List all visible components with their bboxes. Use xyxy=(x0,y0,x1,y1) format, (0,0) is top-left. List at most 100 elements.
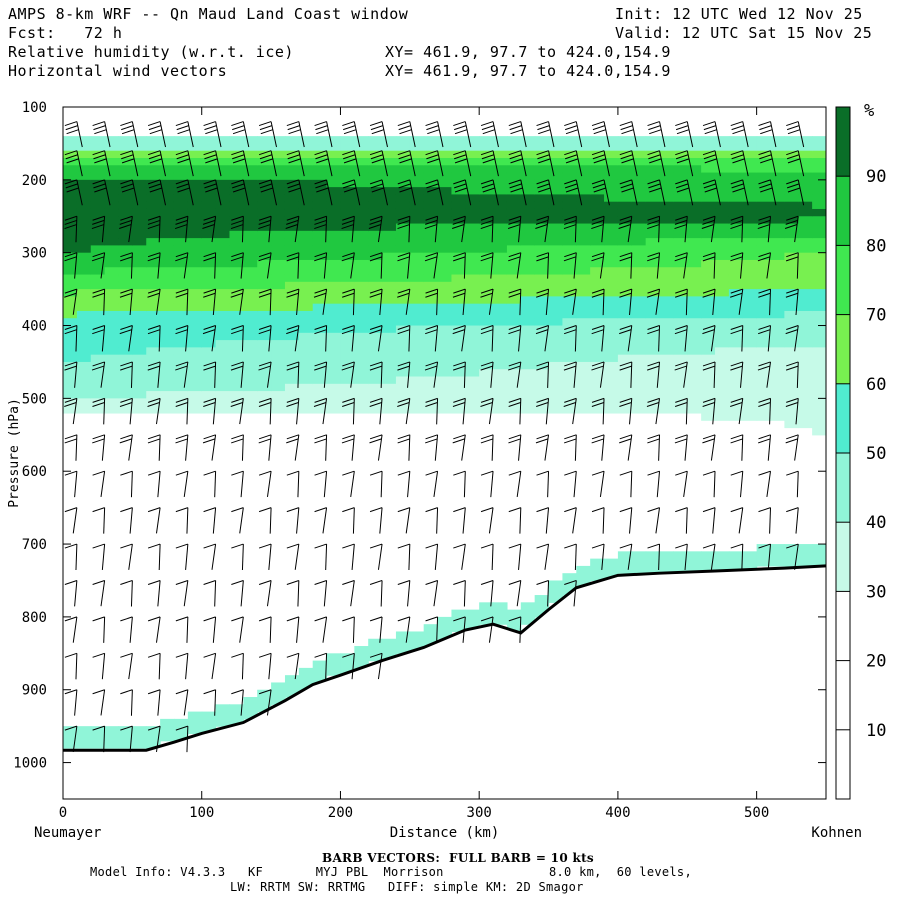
rh-cell xyxy=(548,208,564,217)
rh-cell xyxy=(798,216,813,225)
wind-barb xyxy=(508,616,522,643)
rh-cell xyxy=(132,252,147,261)
rh-cell xyxy=(257,245,272,254)
wind-barb xyxy=(508,288,522,316)
rh-cell xyxy=(659,325,674,334)
rh-cell xyxy=(340,281,355,290)
rh-cell xyxy=(312,318,328,327)
rh-cell xyxy=(132,310,147,319)
rh-cell xyxy=(243,340,258,348)
rh-cell xyxy=(409,383,425,392)
wind-barb xyxy=(120,252,133,279)
rh-cell xyxy=(326,259,342,268)
rh-cell xyxy=(312,208,328,217)
barb-flag xyxy=(203,652,216,658)
rh-cell xyxy=(715,303,730,312)
rh-cell xyxy=(187,310,203,319)
barb-shaft xyxy=(212,616,217,643)
rh-cell xyxy=(520,405,536,414)
barb-flag xyxy=(120,252,133,258)
rh-cell xyxy=(132,165,147,174)
rh-cell xyxy=(326,274,342,283)
rh-cell xyxy=(645,150,661,159)
rh-cell xyxy=(409,274,425,283)
barb-flag xyxy=(314,434,327,440)
rh-cell xyxy=(215,208,231,217)
rh-cell xyxy=(368,165,383,174)
rh-cell xyxy=(243,208,258,217)
wind-barb xyxy=(508,434,522,461)
rh-cell xyxy=(409,332,425,341)
rh-cell xyxy=(146,726,161,735)
barb-flag xyxy=(120,470,133,476)
rh-cell xyxy=(479,201,494,210)
barb-shaft xyxy=(75,653,78,680)
barb-flag xyxy=(453,215,466,221)
rh-cell xyxy=(728,216,744,225)
barb-shaft xyxy=(433,580,439,607)
barb-flag xyxy=(758,215,771,221)
rh-cell xyxy=(715,369,730,378)
rh-cell xyxy=(687,252,702,261)
rh-cell xyxy=(118,332,133,341)
terrain-group xyxy=(63,564,826,799)
rh-cell xyxy=(479,310,494,319)
rh-cell xyxy=(534,383,550,392)
rh-cell xyxy=(742,558,758,567)
rh-cell xyxy=(354,653,369,662)
barb-flag xyxy=(64,470,78,476)
rh-cell xyxy=(187,267,203,276)
rh-cell xyxy=(395,340,411,348)
rh-cell xyxy=(756,405,772,414)
rh-cell xyxy=(63,383,78,392)
barb-flag xyxy=(66,129,79,135)
rh-cell xyxy=(132,405,147,414)
wind-barb xyxy=(536,543,550,570)
barb-flag xyxy=(591,438,604,444)
rh-cell xyxy=(340,150,355,159)
barb-flag xyxy=(258,689,272,695)
barb-flag xyxy=(674,219,688,225)
rh-cell xyxy=(312,675,328,684)
barb-flag xyxy=(619,252,632,258)
rh-cell xyxy=(673,259,688,268)
rh-cell xyxy=(673,150,688,159)
rh-cell xyxy=(423,143,439,152)
rh-cell xyxy=(312,383,328,392)
rh-cell xyxy=(576,354,591,363)
barb-flag xyxy=(286,470,299,476)
rh-cell xyxy=(798,318,813,327)
wind-barb xyxy=(563,434,577,461)
rh-cell xyxy=(562,201,577,210)
barb-flag xyxy=(730,256,743,262)
rh-cell xyxy=(118,398,133,407)
wind-barb xyxy=(342,543,355,570)
rh-cell xyxy=(465,245,480,254)
wind-barb xyxy=(424,252,439,279)
barb-flag xyxy=(565,158,579,164)
rh-cell xyxy=(354,296,369,305)
wind-barb xyxy=(397,179,416,206)
x-start-label: Neumayer xyxy=(34,825,101,841)
rh-cell xyxy=(243,289,258,297)
rh-cell xyxy=(104,296,120,305)
rh-cell xyxy=(63,376,78,385)
barb-flag xyxy=(508,219,521,225)
rh-cell xyxy=(604,289,619,297)
rh-cell xyxy=(604,187,619,196)
rh-cell xyxy=(756,245,772,254)
barb-shaft xyxy=(627,543,633,570)
rh-cell xyxy=(701,150,716,159)
rh-cell xyxy=(257,194,272,203)
rh-cell xyxy=(312,398,328,407)
wind-barb xyxy=(369,652,383,680)
rh-cell xyxy=(409,281,425,290)
barb-flag xyxy=(176,125,189,131)
rh-cell xyxy=(701,267,716,276)
barb-flag xyxy=(453,361,466,367)
barb-flag xyxy=(702,288,716,294)
barb-flag xyxy=(454,183,467,189)
rh-cell xyxy=(284,682,300,691)
wind-barb xyxy=(175,325,189,352)
rh-cell xyxy=(340,136,355,145)
